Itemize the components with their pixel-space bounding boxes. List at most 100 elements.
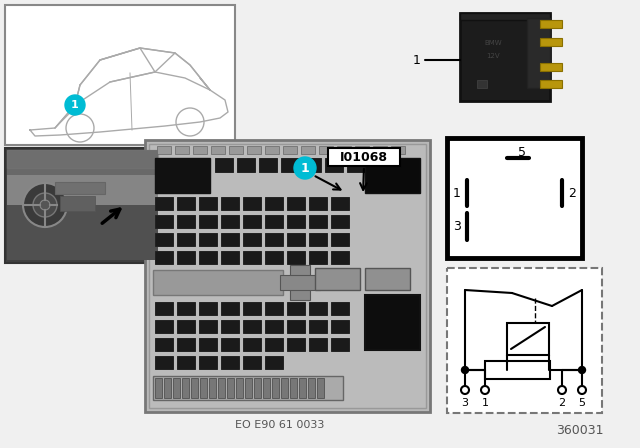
Circle shape [461, 386, 469, 394]
Bar [243, 233, 261, 246]
Bar [331, 338, 349, 351]
Bar [155, 338, 173, 351]
Bar [447, 138, 582, 258]
Bar [391, 146, 405, 154]
Bar [177, 302, 195, 315]
Bar [540, 20, 562, 28]
Bar [199, 320, 217, 333]
Bar [309, 338, 327, 351]
Bar [243, 338, 261, 351]
Bar [218, 378, 225, 398]
Bar [485, 361, 550, 379]
Bar [527, 18, 550, 88]
Bar [211, 146, 225, 154]
Bar [265, 251, 283, 264]
Bar [182, 378, 189, 398]
Bar [281, 378, 288, 398]
Bar [309, 197, 327, 210]
Bar [347, 158, 365, 172]
Bar [290, 378, 297, 398]
Bar [254, 378, 261, 398]
Bar [221, 356, 239, 369]
Bar [337, 146, 351, 154]
Bar [365, 268, 410, 290]
Text: 1: 1 [481, 398, 488, 408]
Bar [331, 302, 349, 315]
Bar [272, 378, 279, 398]
Bar [177, 338, 195, 351]
Bar [540, 63, 562, 71]
Bar [199, 338, 217, 351]
Bar [199, 251, 217, 264]
Bar [177, 215, 195, 228]
Bar [365, 158, 420, 193]
Bar [221, 302, 239, 315]
Circle shape [481, 386, 489, 394]
Bar [287, 320, 305, 333]
Bar [199, 215, 217, 228]
Circle shape [579, 366, 586, 374]
Bar [369, 158, 387, 172]
Bar [355, 146, 369, 154]
Circle shape [23, 183, 67, 227]
Bar [365, 295, 420, 350]
Bar [236, 378, 243, 398]
Bar [199, 233, 217, 246]
Bar [265, 320, 283, 333]
Bar [7, 175, 158, 205]
Bar [373, 146, 387, 154]
Bar [153, 270, 283, 295]
Circle shape [40, 200, 50, 210]
Bar [5, 148, 160, 263]
Bar [290, 265, 310, 300]
Bar [263, 378, 270, 398]
Text: BMW: BMW [484, 40, 502, 46]
Bar [325, 158, 343, 172]
Text: 1: 1 [301, 161, 309, 175]
Bar [259, 158, 277, 172]
Bar [299, 378, 306, 398]
Bar [155, 158, 210, 193]
Circle shape [558, 386, 566, 394]
Bar [287, 233, 305, 246]
Bar [155, 215, 173, 228]
Text: 5: 5 [579, 398, 586, 408]
Bar [317, 378, 324, 398]
Bar [209, 378, 216, 398]
Text: I01068: I01068 [340, 151, 388, 164]
Bar [199, 356, 217, 369]
Circle shape [294, 157, 316, 179]
Bar [243, 251, 261, 264]
Bar [301, 146, 315, 154]
Bar [173, 378, 180, 398]
Bar [287, 338, 305, 351]
Bar [229, 146, 243, 154]
Bar [243, 215, 261, 228]
Polygon shape [460, 13, 550, 20]
Bar [221, 197, 239, 210]
Bar [243, 197, 261, 210]
Bar [265, 215, 283, 228]
Bar [319, 146, 333, 154]
Bar [199, 302, 217, 315]
Text: 3: 3 [461, 398, 468, 408]
Bar [331, 320, 349, 333]
Text: 5: 5 [518, 146, 526, 159]
Bar [199, 197, 217, 210]
Bar [447, 268, 602, 413]
Bar [265, 197, 283, 210]
Bar [221, 320, 239, 333]
Bar [149, 144, 426, 408]
Text: 1: 1 [71, 100, 79, 110]
Bar [331, 197, 349, 210]
Bar [287, 251, 305, 264]
Bar [540, 80, 562, 88]
Bar [175, 146, 189, 154]
Bar [155, 233, 173, 246]
Bar [309, 233, 327, 246]
Bar [328, 148, 400, 166]
Text: 2: 2 [568, 186, 576, 199]
Bar [281, 158, 299, 172]
Bar [221, 251, 239, 264]
Bar [331, 251, 349, 264]
